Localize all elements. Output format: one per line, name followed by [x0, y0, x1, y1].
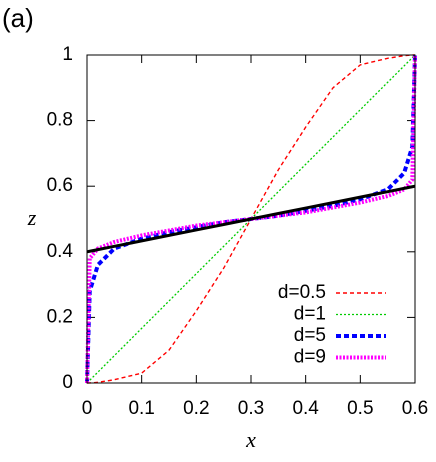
y-tick-label: 0.4: [47, 241, 74, 262]
x-axis-label: x: [245, 427, 256, 452]
y-tick-label: 0: [62, 372, 73, 393]
x-tick-label: 0.2: [183, 398, 209, 419]
y-tick-label: 0.2: [47, 306, 73, 327]
y-axis-label: z: [27, 205, 37, 230]
series-line: [85, 54, 417, 384]
x-tick-label: 0.3: [238, 398, 264, 419]
x-tick-label: 0.6: [402, 398, 428, 419]
legend-label: d=5: [294, 325, 326, 346]
y-tick-label: 0.6: [47, 175, 73, 196]
panel-label: (a): [2, 3, 34, 33]
series-line: [86, 184, 416, 254]
x-tick-label: 0.1: [128, 398, 154, 419]
x-tick-label: 0.4: [292, 398, 319, 419]
legend-label: d=1: [294, 304, 326, 325]
legend-label: d=0.5: [278, 282, 326, 303]
x-tick-label: 0: [82, 398, 93, 419]
y-tick-label: 1: [62, 44, 73, 65]
x-tick-label: 0.5: [347, 398, 373, 419]
legend-label: d=9: [294, 347, 326, 368]
plot-frame: [86, 54, 416, 384]
y-tick-label: 0.8: [47, 110, 73, 131]
series-line: [86, 54, 416, 384]
